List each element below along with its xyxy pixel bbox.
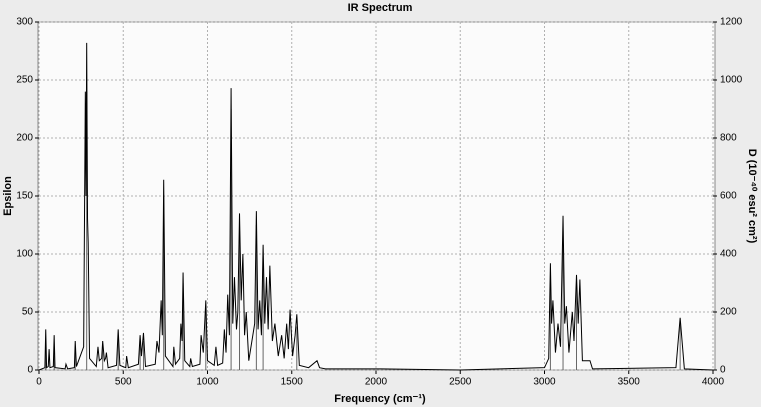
y2-tick-label: 0: [720, 365, 726, 376]
x-tick-label: 4000: [702, 377, 725, 388]
y2-axis-label: D (10⁻⁴⁰ esu² cm²): [746, 149, 758, 244]
y-tick-label: 150: [16, 191, 33, 202]
x-tick-label: 0: [36, 377, 42, 388]
y-tick-label: 200: [16, 133, 33, 144]
y-tick-label: 50: [22, 307, 34, 318]
spectrum-line: [38, 42, 714, 371]
y-tick-label: 300: [16, 17, 33, 28]
x-tick-label: 2000: [365, 377, 388, 388]
x-tick-label: 2500: [449, 377, 472, 388]
chart-title: IR Spectrum: [348, 2, 413, 14]
y-tick-label: 0: [27, 365, 33, 376]
x-tick-label: 500: [115, 377, 132, 388]
y2-tick-label: 600: [720, 191, 737, 202]
x-tick-label: 3000: [533, 377, 556, 388]
y-axis-label: Epsilon: [2, 176, 14, 216]
y-tick-label: 100: [16, 249, 33, 260]
x-axis-label: Frequency (cm⁻¹): [334, 393, 426, 405]
y2-tick-label: 200: [720, 307, 737, 318]
y2-tick-label: 1000: [720, 75, 743, 86]
x-tick-label: 1500: [281, 377, 304, 388]
x-tick-label: 3500: [618, 377, 641, 388]
x-tick-label: 1000: [196, 377, 219, 388]
y-tick-label: 250: [16, 75, 33, 86]
y2-tick-label: 1200: [720, 17, 743, 28]
y2-tick-label: 800: [720, 133, 737, 144]
y2-tick-label: 400: [720, 249, 737, 260]
